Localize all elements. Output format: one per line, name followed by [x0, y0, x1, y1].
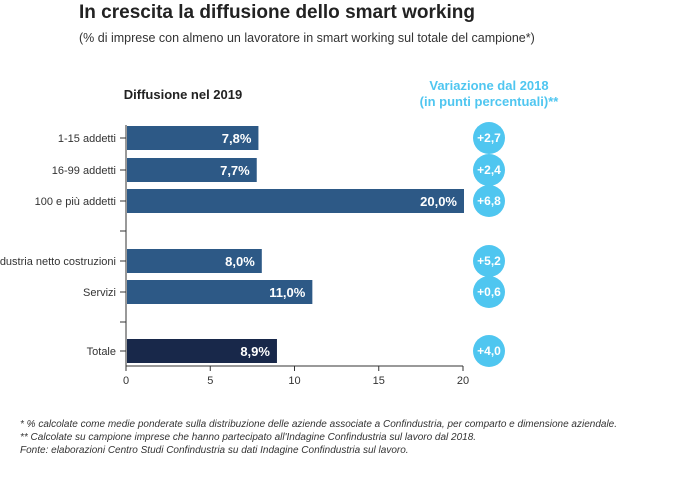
data-label: 8,0% [225, 254, 255, 269]
bar [127, 249, 262, 273]
change-label: +5,2 [477, 254, 501, 268]
panel-title: Diffusione nel 2019 [124, 87, 242, 102]
data-label: 7,7% [220, 163, 250, 178]
data-label: 7,8% [222, 131, 252, 146]
change-circle [473, 185, 505, 217]
change-subtitle: (in punti percentuali)** [420, 94, 560, 109]
change-label: +2,4 [477, 163, 501, 177]
bar-chart: Diffusione nel 2019 Variazione dal 2018(i… [0, 78, 560, 387]
x-tick-label: 10 [288, 375, 300, 387]
footnote: Fonte: elaborazioni Centro Studi Confind… [20, 445, 409, 456]
change-circle [473, 335, 505, 367]
footnote: * % calcolate come medie ponderate sulla… [20, 419, 618, 430]
category-label: Totale [87, 346, 116, 358]
data-label: 8,9% [240, 344, 270, 359]
bar [127, 158, 257, 182]
category-label: 16-99 addetti [52, 165, 116, 177]
x-tick-label: 5 [207, 375, 213, 387]
bar [127, 339, 277, 363]
x-tick-label: 0 [123, 375, 129, 387]
x-tick-label: 20 [457, 375, 469, 387]
change-title: Variazione dal 2018 [429, 78, 548, 93]
chart-title: In crescita la diffusione dello smart wo… [79, 2, 475, 23]
bar [127, 280, 313, 304]
footnotes: * % calcolate come medie ponderate sulla… [20, 418, 617, 457]
category-label: Industria netto costruzioni [0, 256, 116, 268]
change-label: +2,7 [477, 131, 501, 145]
change-circle [473, 276, 505, 308]
change-circle [473, 245, 505, 277]
change-label: +0,6 [477, 285, 501, 299]
data-label: 20,0% [420, 194, 457, 209]
category-label: Servizi [83, 287, 116, 299]
category-label: 1-15 addetti [58, 133, 116, 145]
bar [127, 189, 464, 213]
x-tick-label: 15 [373, 375, 385, 387]
data-label: 11,0% [269, 285, 306, 300]
bar [127, 126, 259, 150]
category-label: 100 e più addetti [35, 196, 116, 208]
change-label: +6,8 [477, 194, 501, 208]
change-label: +4,0 [477, 344, 501, 358]
change-circle [473, 122, 505, 154]
chart-subtitle: (% di imprese con almeno un lavoratore i… [79, 31, 535, 45]
footnote: ** Calcolate su campione imprese che han… [20, 432, 477, 443]
change-circle [473, 154, 505, 186]
